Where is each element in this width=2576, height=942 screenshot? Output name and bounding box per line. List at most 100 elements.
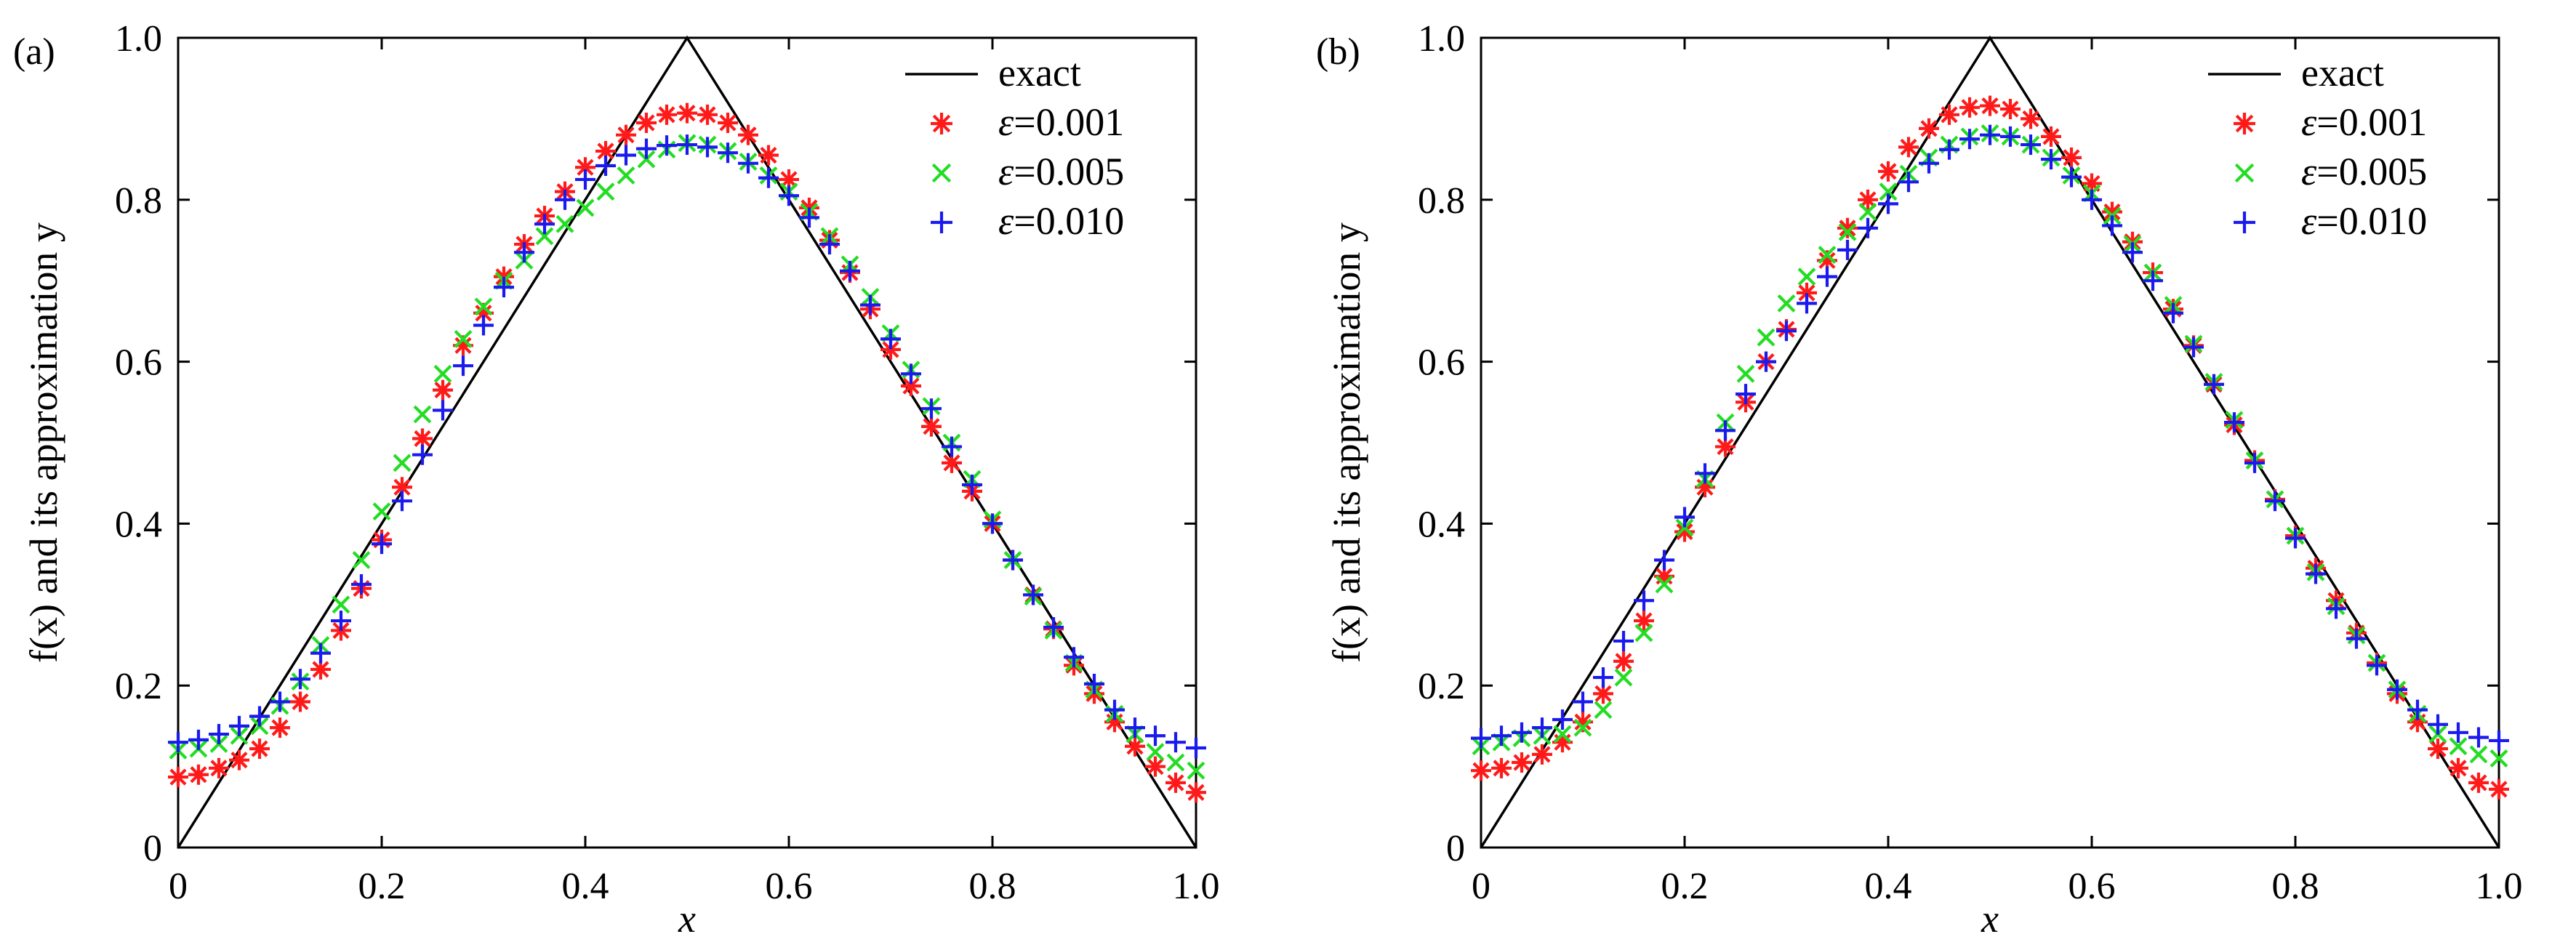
- data-point-plus: [921, 398, 942, 419]
- data-point-asterisk: [1858, 189, 1878, 210]
- data-point-asterisk: [1919, 118, 1939, 139]
- data-point-plus: [677, 134, 697, 156]
- data-point-asterisk: [433, 379, 453, 400]
- data-point-plus: [2468, 727, 2489, 748]
- data-point-asterisk: [1512, 752, 1532, 773]
- data-point-plus: [494, 277, 514, 298]
- data-point-plus: [433, 400, 453, 421]
- series-line: [1480, 35, 2500, 848]
- legend-label: ε=0.010: [998, 199, 1124, 243]
- data-point-plus: [2224, 412, 2244, 433]
- data-point-x: [1818, 246, 1837, 264]
- data-point-plus: [2306, 563, 2326, 584]
- data-point-plus: [636, 138, 657, 159]
- legend-marker-x: [931, 163, 952, 183]
- series-plus: [168, 134, 1206, 758]
- legend-value: =0.005: [1014, 150, 1124, 193]
- panel-label: (a): [13, 31, 55, 73]
- data-point-plus: [1613, 630, 1634, 651]
- legend-label: ε=0.005: [2301, 150, 2427, 193]
- data-point-plus: [1898, 172, 1919, 193]
- data-point-asterisk: [1613, 651, 1634, 672]
- data-point-plus: [1593, 667, 1613, 688]
- data-point-x: [1757, 328, 1775, 347]
- data-point-x: [1553, 725, 1572, 744]
- data-point-plus: [1125, 717, 1145, 738]
- legend: exact ε=0.001 ε=0.005 ε=0.010: [2208, 51, 2427, 243]
- data-point-asterisk: [677, 102, 697, 124]
- exact-line: [177, 35, 1197, 848]
- x-tick-label: 0: [1472, 866, 1490, 907]
- data-point-plus: [1186, 737, 1206, 758]
- data-point-x: [1634, 624, 1653, 643]
- data-point-plus: [1939, 139, 1959, 160]
- data-point-plus: [2061, 166, 2082, 188]
- data-point-plus: [1165, 732, 1186, 753]
- data-point-x: [535, 227, 554, 246]
- data-point-plus: [412, 444, 433, 465]
- legend-marker-x: [2234, 163, 2255, 183]
- x-axis-title: x: [1981, 897, 1999, 941]
- y-tick-label: 0: [143, 828, 162, 869]
- data-point-asterisk: [1837, 217, 1858, 238]
- data-point-asterisk: [412, 428, 433, 449]
- data-point-x: [433, 364, 452, 383]
- data-point-x: [1879, 182, 1898, 201]
- data-point-plus: [2122, 242, 2143, 263]
- y-tick-label: 0.4: [1418, 504, 1465, 545]
- data-point-plus: [1959, 129, 1980, 150]
- data-point-plus: [1756, 351, 1776, 372]
- legend-symbol: ε: [998, 100, 1014, 144]
- data-point-asterisk: [738, 124, 758, 145]
- data-point-asterisk: [921, 416, 942, 437]
- data-point-x: [2469, 745, 2488, 764]
- data-point-asterisk: [1898, 137, 1919, 158]
- x-tick-label: 0.6: [2069, 866, 2116, 907]
- y-tick-label: 0.6: [1418, 342, 1465, 384]
- data-point-plus: [575, 169, 595, 190]
- y-axis-title: f(x) and its approximation y: [22, 222, 65, 663]
- data-point-asterisk: [1878, 161, 1898, 182]
- panel-a: 0 0.2 0.4 0.6 0.8 1.0 0 0.2 0.4 0.6 0.8 1.0 (a) x f(x)…: [13, 18, 1220, 941]
- data-point-plus: [290, 669, 310, 690]
- data-point-x: [372, 502, 391, 521]
- data-point-plus: [657, 135, 677, 156]
- data-point-asterisk: [2468, 772, 2489, 793]
- data-point-asterisk: [2428, 738, 2448, 760]
- data-point-x: [1838, 222, 1857, 241]
- y-tick-label: 1.0: [115, 18, 162, 60]
- data-point-plus: [2407, 699, 2428, 720]
- data-point-asterisk: [1491, 757, 1512, 778]
- data-point-plus: [819, 234, 840, 255]
- data-point-asterisk: [2041, 126, 2061, 147]
- panel-label: (b): [1316, 31, 1360, 73]
- data-point-asterisk: [229, 749, 249, 770]
- data-point-plus: [2163, 302, 2183, 323]
- data-point-x: [1655, 575, 1674, 594]
- data-point-asterisk: [249, 738, 270, 760]
- x-tick-label: 0.4: [562, 866, 609, 907]
- data-point-x: [1166, 753, 1185, 772]
- data-point-plus: [982, 513, 1003, 534]
- legend-label: exact: [2301, 51, 2384, 94]
- data-point-plus: [392, 491, 412, 512]
- data-point-asterisk: [1165, 772, 1186, 793]
- legend-symbol: ε: [2301, 199, 2317, 243]
- y-axis-title: f(x) and its approximation y: [1325, 222, 1368, 663]
- data-point-x: [332, 595, 350, 614]
- data-point-asterisk: [168, 767, 188, 788]
- data-point-plus: [1980, 124, 2000, 145]
- data-point-plus: [2489, 730, 2509, 751]
- y-tick-label: 0.6: [115, 342, 162, 384]
- legend-value: =0.010: [2316, 199, 2427, 243]
- data-point-x: [555, 214, 574, 233]
- data-point-plus: [1878, 193, 1898, 214]
- legend-marker-plus: [931, 212, 952, 233]
- data-point-plus: [2183, 337, 2204, 358]
- data-point-plus: [718, 142, 738, 164]
- legend-label: ε=0.001: [2301, 100, 2427, 144]
- y-tick-label: 0: [1446, 828, 1465, 869]
- data-point-plus: [331, 611, 351, 632]
- data-point-asterisk: [1939, 104, 1959, 125]
- data-point-plus: [1491, 725, 1512, 746]
